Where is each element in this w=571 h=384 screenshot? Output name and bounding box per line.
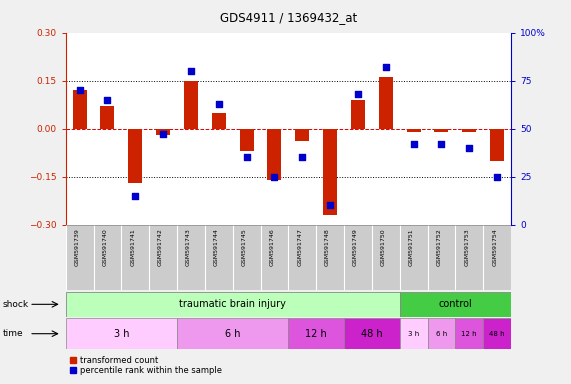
Text: traumatic brain injury: traumatic brain injury <box>179 299 286 310</box>
Text: GSM591743: GSM591743 <box>186 228 191 266</box>
Text: GSM591742: GSM591742 <box>158 228 163 266</box>
Bar <box>73 90 87 129</box>
Point <box>493 174 502 180</box>
Bar <box>490 129 504 161</box>
Bar <box>128 129 142 183</box>
Text: GDS4911 / 1369432_at: GDS4911 / 1369432_at <box>220 12 357 25</box>
Text: 3 h: 3 h <box>114 329 129 339</box>
Point <box>381 64 391 70</box>
Text: GSM591744: GSM591744 <box>214 228 219 266</box>
Bar <box>379 78 393 129</box>
Bar <box>66 318 177 349</box>
Point <box>242 154 251 161</box>
Bar <box>344 318 400 349</box>
Text: GSM591752: GSM591752 <box>436 228 441 266</box>
Text: GSM591750: GSM591750 <box>381 228 386 265</box>
Bar <box>400 292 511 317</box>
Bar <box>156 129 170 135</box>
Text: 48 h: 48 h <box>361 329 383 339</box>
Bar <box>407 129 421 132</box>
Bar <box>240 129 254 151</box>
Text: GSM591747: GSM591747 <box>297 228 302 266</box>
Point <box>131 193 140 199</box>
Text: 3 h: 3 h <box>408 331 419 337</box>
Bar <box>323 129 337 215</box>
Text: GSM591745: GSM591745 <box>242 228 247 266</box>
Text: GSM591740: GSM591740 <box>102 228 107 266</box>
Point <box>103 97 112 103</box>
Point <box>325 202 335 209</box>
Text: GSM591751: GSM591751 <box>409 228 413 265</box>
Text: 6 h: 6 h <box>225 329 240 339</box>
Point <box>465 145 474 151</box>
Legend: transformed count, percentile rank within the sample: transformed count, percentile rank withi… <box>70 356 222 375</box>
Text: time: time <box>3 329 23 338</box>
Bar <box>177 318 288 349</box>
Text: 12 h: 12 h <box>305 329 327 339</box>
Point <box>214 101 223 107</box>
Point <box>159 131 168 137</box>
Text: GSM591739: GSM591739 <box>75 228 79 266</box>
Bar <box>456 318 483 349</box>
Point <box>297 154 307 161</box>
Text: 6 h: 6 h <box>436 331 447 337</box>
Text: GSM591754: GSM591754 <box>492 228 497 266</box>
Text: 48 h: 48 h <box>489 331 505 337</box>
Point <box>75 87 84 93</box>
Point <box>186 68 195 74</box>
Bar <box>400 318 428 349</box>
Bar <box>463 129 476 132</box>
Bar <box>428 318 456 349</box>
Bar <box>295 129 309 141</box>
Bar <box>66 292 400 317</box>
Bar <box>483 318 511 349</box>
Bar <box>184 81 198 129</box>
Text: GSM591749: GSM591749 <box>353 228 358 266</box>
Point <box>409 141 418 147</box>
Bar <box>435 129 448 132</box>
Point <box>270 174 279 180</box>
Bar <box>351 100 365 129</box>
Text: GSM591741: GSM591741 <box>130 228 135 266</box>
Text: GSM591753: GSM591753 <box>464 228 469 266</box>
Bar <box>100 106 114 129</box>
Text: GSM591748: GSM591748 <box>325 228 330 266</box>
Bar <box>267 129 282 180</box>
Text: 12 h: 12 h <box>461 331 477 337</box>
Bar <box>288 318 344 349</box>
Text: GSM591746: GSM591746 <box>270 228 275 266</box>
Text: control: control <box>439 299 472 310</box>
Point <box>437 141 446 147</box>
Bar <box>212 113 226 129</box>
Point <box>353 91 363 97</box>
Text: shock: shock <box>3 300 29 309</box>
